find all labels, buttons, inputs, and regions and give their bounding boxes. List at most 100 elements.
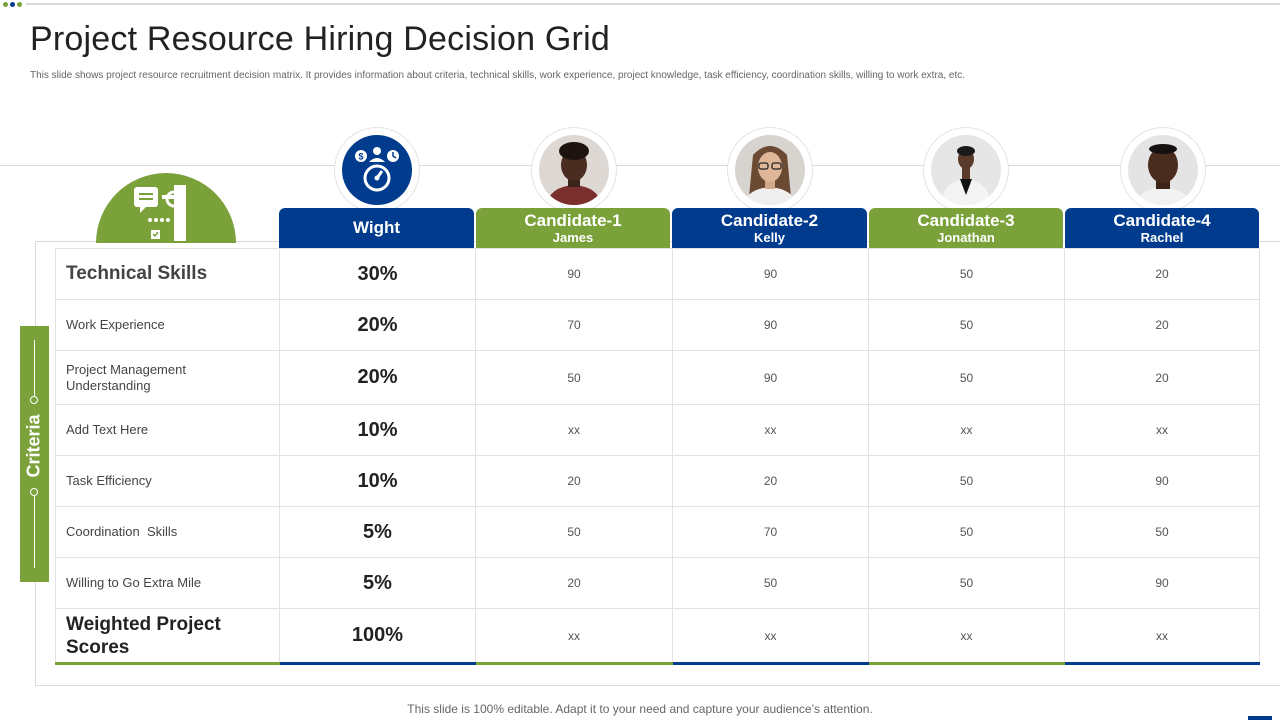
column-header-candidate-1: Candidate-1 James bbox=[476, 208, 670, 248]
person-photo-icon bbox=[1136, 144, 1190, 205]
page-subtitle: This slide shows project resource recrui… bbox=[30, 70, 966, 81]
weight-icon-circle: $ bbox=[335, 128, 419, 212]
criterion-cell: Coordination Skills bbox=[55, 506, 280, 558]
score-cell: 50 bbox=[868, 350, 1065, 405]
table-row: Work Experience 20% 70 90 50 20 bbox=[55, 299, 1260, 351]
score-cell: 20 bbox=[475, 557, 673, 609]
table-row: Willing to Go Extra Mile 5% 20 50 50 90 bbox=[55, 557, 1260, 609]
checklist-hand-icon bbox=[134, 185, 186, 241]
score-cell: xx bbox=[868, 608, 1065, 665]
candidate-3-name: Jonathan bbox=[937, 230, 995, 245]
score-cell: 90 bbox=[475, 248, 673, 300]
top-rule bbox=[26, 3, 1280, 5]
table-row: Add Text Here 10% xx xx xx xx bbox=[55, 404, 1260, 456]
candidate-3-avatar bbox=[924, 128, 1008, 212]
candidate-2-label: Candidate-2 bbox=[720, 211, 819, 230]
candidate-1-avatar bbox=[532, 128, 616, 212]
criteria-line-bottom bbox=[33, 496, 35, 568]
weight-cell: 10% bbox=[279, 404, 476, 456]
candidate-1-label: Candidate-1 bbox=[524, 211, 622, 230]
criterion-cell: Work Experience bbox=[55, 299, 280, 351]
weight-cell: 100% bbox=[279, 608, 476, 665]
footer-note: This slide is 100% editable. Adapt it to… bbox=[407, 702, 873, 716]
corner-accent bbox=[1248, 716, 1272, 720]
score-cell: xx bbox=[475, 404, 673, 456]
score-cell: 90 bbox=[672, 299, 869, 351]
score-cell: 70 bbox=[475, 299, 673, 351]
candidate-4-label: Candidate-4 bbox=[1113, 211, 1211, 230]
weight-cell: 5% bbox=[279, 506, 476, 558]
weight-cell: 20% bbox=[279, 350, 476, 405]
page-title: Project Resource Hiring Decision Grid bbox=[30, 20, 610, 58]
candidate-1-name: James bbox=[552, 230, 594, 245]
resource-gauge-icon: $ bbox=[355, 147, 399, 192]
candidate-2-avatar bbox=[728, 128, 812, 212]
score-cell: 50 bbox=[868, 455, 1065, 507]
column-header-weight-label: Wight bbox=[352, 218, 401, 237]
score-cell: 20 bbox=[1064, 299, 1260, 351]
header-divider bbox=[0, 165, 1280, 166]
candidate-2-name: Kelly bbox=[753, 230, 786, 245]
column-header-candidate-2: Candidate-2 Kelly bbox=[672, 208, 867, 248]
criterion-cell: Task Efficiency bbox=[55, 455, 280, 507]
column-header-candidate-4: Candidate-4 Rachel bbox=[1065, 208, 1259, 248]
score-cell: 90 bbox=[1064, 455, 1260, 507]
svg-text:$: $ bbox=[358, 152, 363, 162]
weight-cell: 20% bbox=[279, 299, 476, 351]
dot-green bbox=[3, 2, 8, 7]
score-cell: 50 bbox=[1064, 506, 1260, 558]
person-photo-icon bbox=[547, 142, 601, 205]
score-cell: 90 bbox=[1064, 557, 1260, 609]
score-cell: xx bbox=[672, 608, 869, 665]
criteria-emblem bbox=[96, 173, 236, 243]
criterion-cell: Willing to Go Extra Mile bbox=[55, 557, 280, 609]
table-row: Technical Skills 30% 90 90 50 20 bbox=[55, 248, 1260, 300]
score-cell: 20 bbox=[475, 455, 673, 507]
score-cell: 50 bbox=[868, 299, 1065, 351]
score-cell: 50 bbox=[672, 557, 869, 609]
dot-blue bbox=[10, 2, 15, 7]
person-photo-icon bbox=[743, 146, 797, 205]
table-row: Project Management Understanding 20% 50 … bbox=[55, 350, 1260, 405]
score-cell: 20 bbox=[1064, 350, 1260, 405]
candidate-3-label: Candidate-3 bbox=[917, 211, 1015, 230]
criterion-cell: Weighted Project Scores bbox=[55, 608, 280, 665]
weight-cell: 30% bbox=[279, 248, 476, 300]
candidate-4-name: Rachel bbox=[1140, 230, 1184, 245]
score-cell: xx bbox=[475, 608, 673, 665]
score-cell: xx bbox=[1064, 404, 1260, 456]
score-cell: 20 bbox=[1064, 248, 1260, 300]
criteria-label: Criteria bbox=[23, 414, 44, 478]
weight-cell: 5% bbox=[279, 557, 476, 609]
criteria-bar bbox=[20, 326, 49, 582]
score-cell: 50 bbox=[475, 350, 673, 405]
score-cell: 50 bbox=[475, 506, 673, 558]
weight-cell: 10% bbox=[279, 455, 476, 507]
table-row: Task Efficiency 10% 20 20 50 90 bbox=[55, 455, 1260, 507]
criteria-dot-bottom bbox=[30, 488, 38, 496]
table-row-total: Weighted Project Scores 100% xx xx xx xx bbox=[55, 608, 1260, 665]
criterion-cell: Technical Skills bbox=[55, 248, 280, 300]
decision-grid: Technical Skills 30% 90 90 50 20 Work Ex… bbox=[55, 248, 1260, 665]
candidate-4-avatar bbox=[1121, 128, 1205, 212]
criteria-line-top bbox=[33, 340, 35, 396]
person-photo-icon bbox=[941, 146, 991, 205]
dot-green-2 bbox=[17, 2, 22, 7]
criteria-dot-top bbox=[30, 396, 38, 404]
score-cell: 50 bbox=[868, 248, 1065, 300]
column-header-weight: Wight bbox=[279, 208, 474, 248]
score-cell: xx bbox=[672, 404, 869, 456]
score-cell: 90 bbox=[672, 350, 869, 405]
score-cell: 50 bbox=[868, 506, 1065, 558]
score-cell: 50 bbox=[868, 557, 1065, 609]
slide-dots bbox=[3, 2, 22, 7]
score-cell: 90 bbox=[672, 248, 869, 300]
column-header-candidate-3: Candidate-3 Jonathan bbox=[869, 208, 1063, 248]
table-row: Coordination Skills 5% 50 70 50 50 bbox=[55, 506, 1260, 558]
score-cell: xx bbox=[868, 404, 1065, 456]
score-cell: 20 bbox=[672, 455, 869, 507]
score-cell: 70 bbox=[672, 506, 869, 558]
criterion-cell: Add Text Here bbox=[55, 404, 280, 456]
criterion-cell: Project Management Understanding bbox=[55, 350, 280, 405]
score-cell: xx bbox=[1064, 608, 1260, 665]
